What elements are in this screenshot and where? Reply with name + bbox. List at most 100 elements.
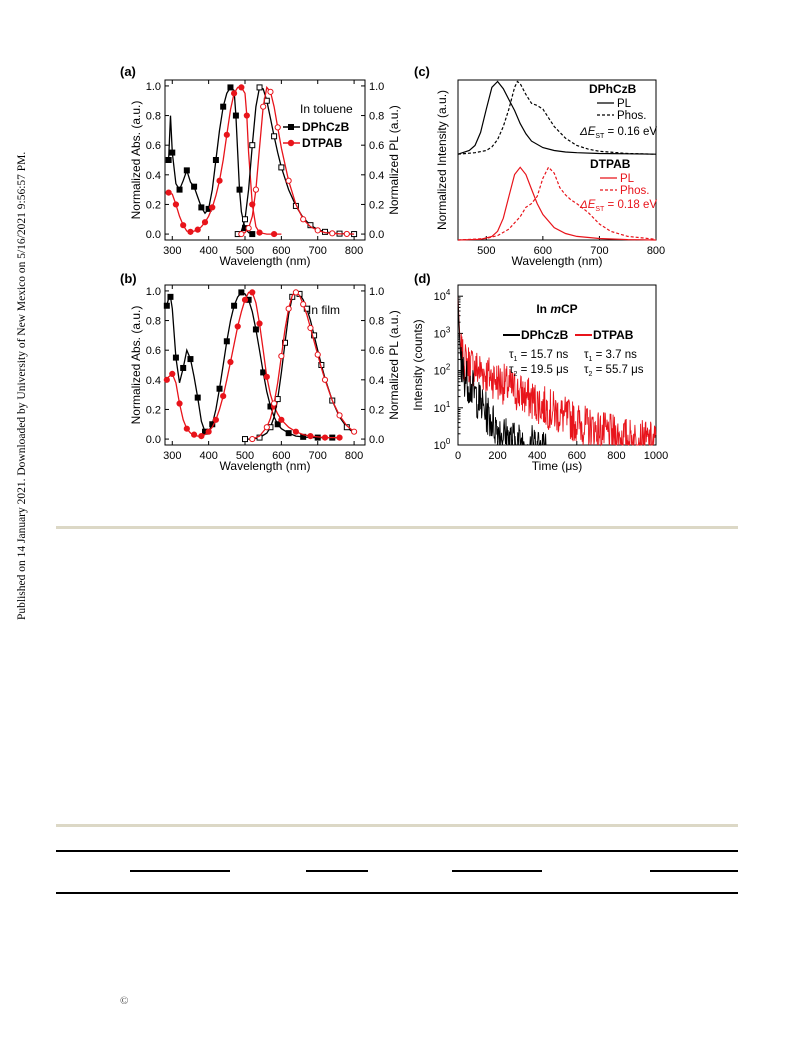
chart-panel-a: (a) 300 400 500 600 700 800 0.0 0.0 0.2 0.2 0.4 0.4… [120, 64, 401, 268]
tau-val: = 55.7 μs [592, 364, 643, 376]
legend-d-label-dtpab: DTPAB [593, 328, 634, 342]
legend-a: DPhCzB DTPAB [283, 120, 350, 150]
data-point-dtpab-pl [267, 88, 274, 95]
ytick-label-d: 101 [434, 400, 451, 415]
data-point-dtpab-absorption [187, 228, 194, 235]
data-point-dphczb-absorption [212, 157, 219, 163]
data-point-dphczb-absorption [260, 369, 267, 376]
data-point-dtpab-pl [336, 412, 343, 419]
table-header-rule-4 [650, 870, 738, 872]
ytick-right-label-a: 0.6 [369, 140, 384, 152]
legend-d-tau1-dphczb: τ1 = 15.7 ns [509, 349, 569, 363]
data-point-dphczb-pl [311, 332, 318, 339]
data-point-dtpab-pl [285, 177, 292, 184]
data-point-dtpab-absorption [209, 204, 216, 211]
xtick-label-c: 500 [477, 245, 495, 257]
data-point-dtpab-absorption [336, 434, 343, 441]
block-dphczb-pl-label: PL [617, 98, 632, 110]
table-bottom-rule [56, 892, 738, 894]
tau-sym: τ [509, 364, 514, 376]
block-dphczb-dest: ΔEST = 0.16 eV [579, 126, 657, 140]
xtick-label-d: 600 [568, 450, 586, 462]
data-point-dtpab-pl [292, 289, 300, 296]
plot-frame-d [457, 284, 657, 446]
legend-a-marker-dtpab [287, 139, 295, 147]
ytick-label-d: 102 [434, 363, 451, 378]
tau-val: = 15.7 ns [517, 349, 568, 361]
data-point-dtpab-pl [260, 103, 267, 110]
data-point-dphczb-absorption [274, 421, 281, 428]
annotation-a: In toluene [300, 102, 353, 116]
legend-d: DPhCzB DTPAB τ1 = 15.7 ns τ2 = 19.5 μs τ… [503, 328, 644, 378]
table-top-rule [56, 850, 738, 852]
ytick-left-label-b: 1.0 [146, 286, 161, 298]
data-point-dtpab-absorption [198, 433, 205, 440]
tau-sym: τ [509, 349, 514, 361]
ytick-label-d: 104 [434, 288, 451, 303]
data-point-dphczb-absorption [236, 186, 243, 193]
data-point-dphczb-absorption [165, 157, 172, 163]
plot-frame-a [164, 79, 366, 241]
ytick-right-label-a: 1.0 [369, 81, 384, 93]
ytick-right-label-b: 0.2 [369, 404, 384, 416]
ytick-base: 10 [434, 366, 446, 378]
data-point-dtpab-absorption [278, 416, 285, 423]
data-point-dphczb-pl [282, 339, 288, 346]
section-divider-top [56, 526, 738, 529]
series-line-dtpab-pl [241, 85, 355, 235]
ylabel-right-b: Normalized PL (a.u.) [387, 310, 401, 420]
series-line-dtpab-phos- [457, 166, 657, 241]
block-dphczb-title: DPhCzB [589, 82, 637, 96]
data-point-dphczb-absorption [220, 103, 227, 110]
data-point-dphczb-absorption [249, 231, 256, 238]
series-line-dtpab-pl [252, 291, 355, 440]
ytick-right-label-a: 0.4 [369, 170, 384, 182]
ytick-label-d: 103 [434, 325, 451, 340]
data-point-dtpab-pl [350, 428, 358, 435]
xtick-label-a: 800 [345, 245, 363, 257]
tau-sub: 1 [514, 356, 518, 363]
block-dphczb: DPhCzB PL Phos. ΔEST = 0.16 eV [579, 82, 657, 140]
data-point-dtpab-pl [249, 435, 256, 443]
ylabel-left-b: Normalized Abs. (a.u.) [129, 306, 143, 425]
title-d: In mCP [536, 302, 577, 316]
block-dphczb-phos-label: Phos. [617, 110, 646, 122]
data-point-dtpab-pl [285, 305, 292, 312]
dest-value: = 0.16 eV [604, 126, 657, 138]
data-point-dtpab-pl [274, 124, 281, 131]
data-point-dtpab-absorption [183, 425, 190, 432]
data-point-dphczb-absorption [232, 112, 239, 119]
data-point-dtpab-pl [270, 400, 278, 407]
data-point-dtpab-absorption [176, 400, 183, 407]
data-point-dphczb-absorption [198, 204, 205, 211]
xtick-label-b: 700 [309, 450, 327, 462]
tau-sub: 1 [589, 356, 593, 363]
data-point-dtpab-absorption [292, 428, 300, 435]
plot-frame-b [164, 284, 366, 446]
data-point-dtpab-absorption [201, 219, 209, 226]
title-d-suffix: CP [561, 302, 578, 316]
tau-sub: 2 [514, 371, 518, 378]
xtick-label-b: 300 [163, 450, 181, 462]
xlabel-c: Wavelength (nm) [512, 254, 603, 268]
ytick-exponent: 4 [446, 288, 451, 297]
data-point-dtpab-absorption [243, 112, 250, 119]
ytick-left-label-a: 0.6 [146, 140, 161, 152]
data-point-dphczb-absorption [252, 326, 259, 333]
ytick-right-label-b: 1.0 [369, 286, 384, 298]
ytick-exponent: 3 [446, 325, 451, 334]
xlabel-b: Wavelength (nm) [220, 459, 311, 473]
legend-d-tau1-dtpab: τ1 = 3.7 ns [584, 349, 637, 363]
data-point-dtpab-absorption [230, 90, 238, 97]
chart-panel-b: (b) 300 400 500 600 700 800 0.0 0.0 0.2 0.2 0.4 0.4… [120, 271, 401, 473]
legend-d-tau2-dphczb: τ2 = 19.5 μs [509, 364, 569, 378]
data-point-dtpab-absorption [270, 230, 278, 238]
xtick-label-d: 800 [607, 450, 625, 462]
section-divider-bottom [56, 824, 738, 827]
data-point-dphczb-absorption [238, 289, 245, 296]
ytick-exponent: 2 [446, 363, 451, 372]
ylabel-d: Intensity (counts) [411, 319, 425, 410]
data-point-dphczb-absorption [223, 338, 230, 345]
tau-val: = 3.7 ns [592, 349, 637, 361]
data-point-dphczb-absorption [187, 356, 194, 363]
